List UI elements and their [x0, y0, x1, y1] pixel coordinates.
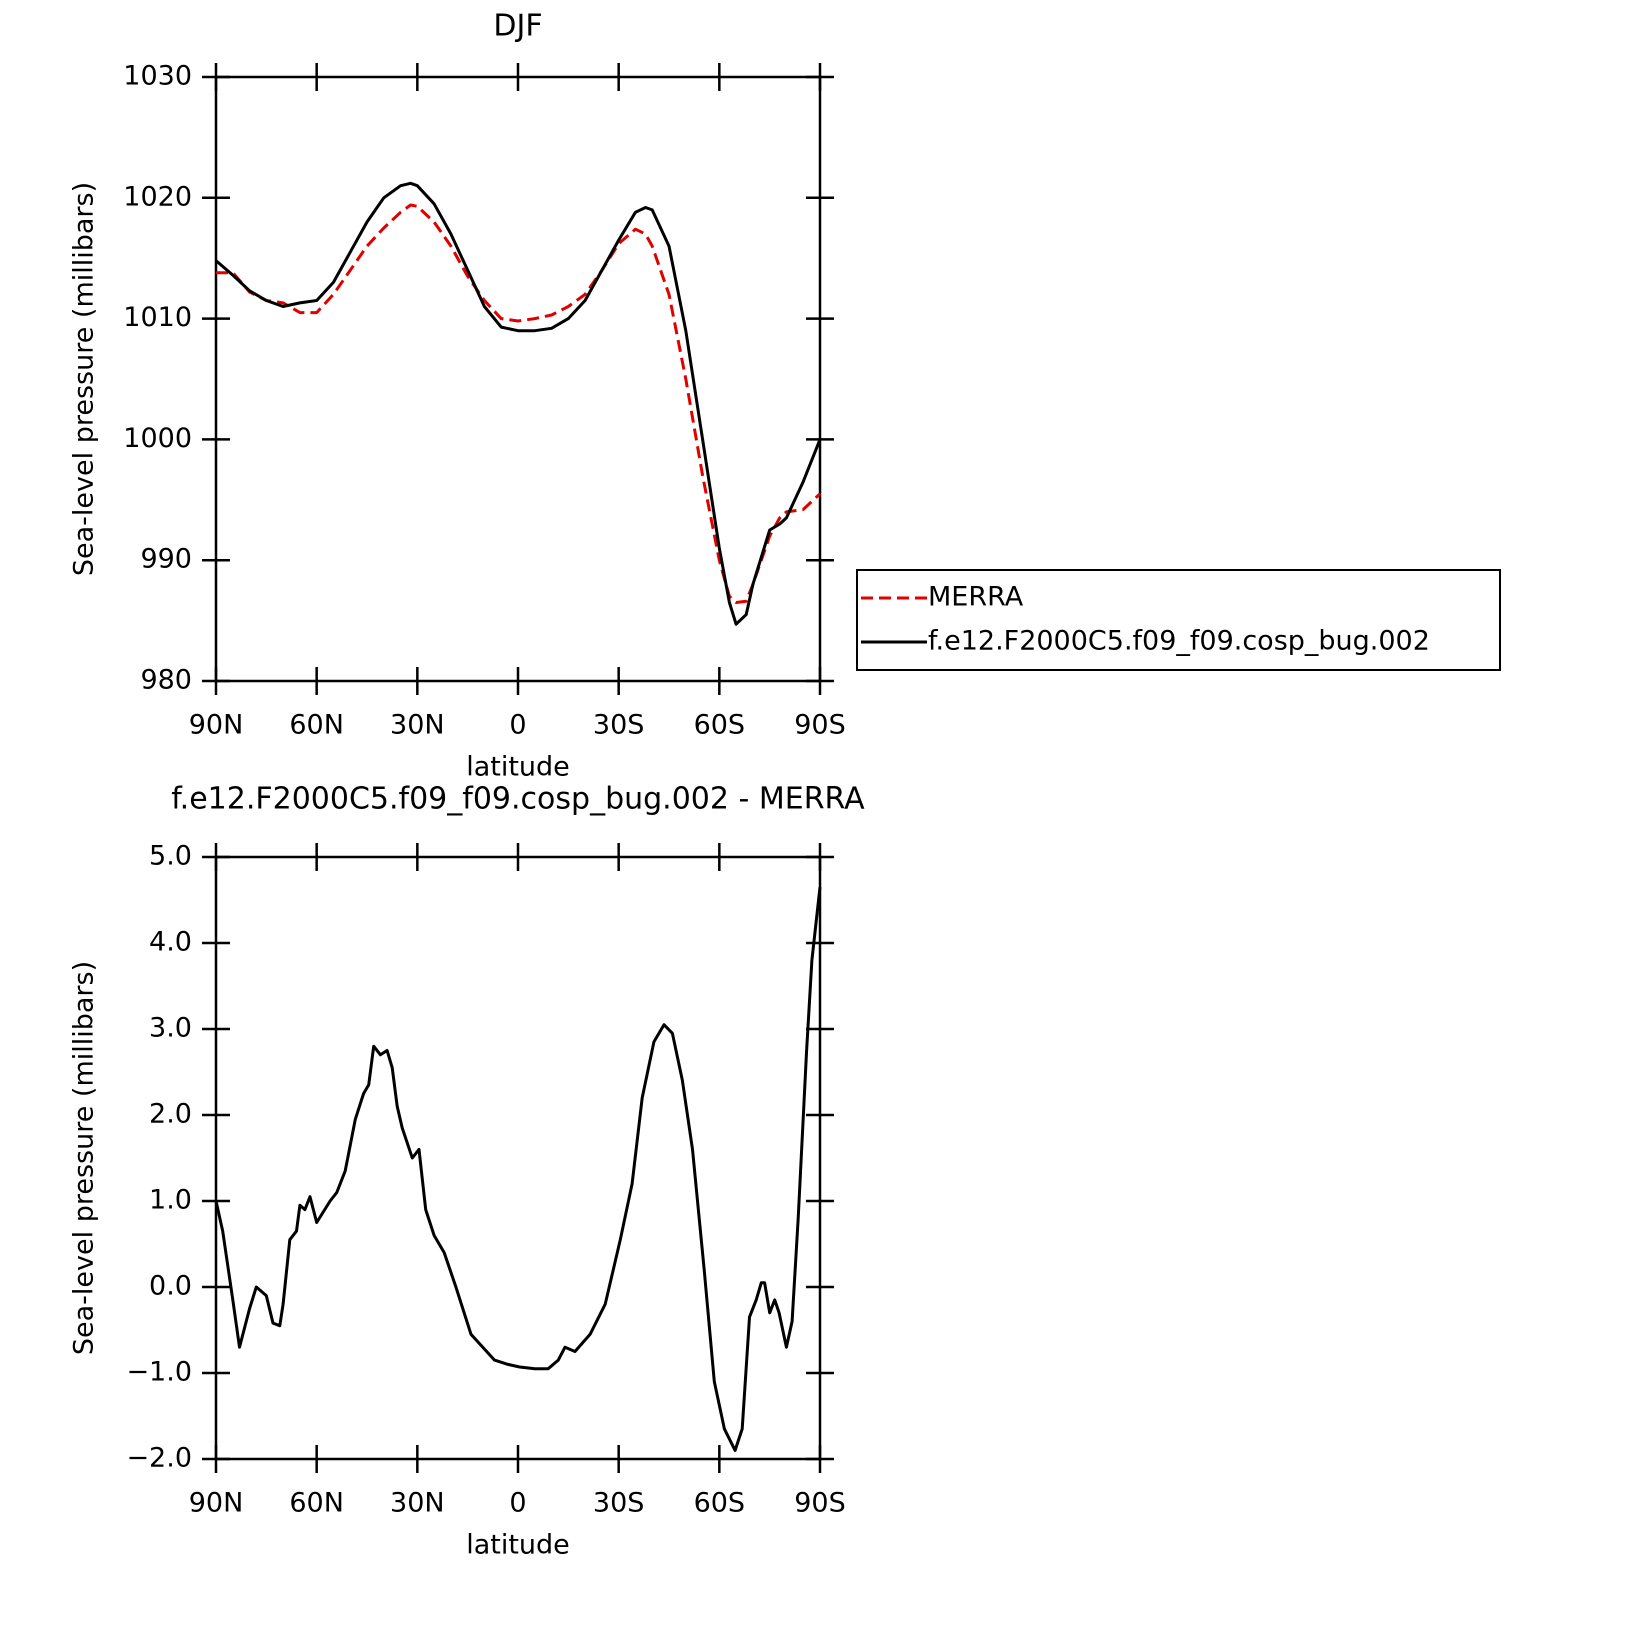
- y-axis-label: Sea-level pressure (millibars): [69, 961, 100, 1355]
- data-line: [214, 886, 822, 1452]
- x-tick-label: 60S: [694, 1488, 746, 1519]
- y-tick-label: −1.0: [126, 1357, 192, 1388]
- data-line: [216, 203, 822, 604]
- data-line: [215, 181, 822, 626]
- y-tick-label: 1020: [123, 181, 192, 212]
- x-tick-label: 30S: [593, 1488, 645, 1519]
- x-tick-label: 0: [509, 1488, 526, 1519]
- y-tick-label: 1.0: [149, 1185, 192, 1216]
- chart-title: f.e12.F2000C5.f09_f09.cosp_bug.002 - MER…: [171, 782, 865, 817]
- x-axis-label: latitude: [466, 1530, 570, 1561]
- y-tick-label: 0.0: [149, 1271, 192, 1302]
- y-tick-label: −2.0: [126, 1443, 192, 1474]
- y-axis-label: Sea-level pressure (millibars): [69, 182, 100, 576]
- x-tick-label: 90S: [794, 1488, 846, 1519]
- x-tick-label: 90N: [189, 710, 244, 741]
- plot-frame: [214, 75, 822, 683]
- x-axis-label: latitude: [466, 752, 570, 783]
- y-tick-label: 980: [140, 665, 192, 696]
- y-tick-label: 2.0: [149, 1099, 192, 1130]
- x-tick-label: 30N: [390, 1488, 445, 1519]
- x-tick-label: 90N: [189, 1488, 244, 1519]
- x-tick-label: 30N: [390, 710, 445, 741]
- y-tick-label: 1010: [123, 302, 192, 333]
- y-tick-label: 4.0: [149, 927, 192, 958]
- y-tick-label: 1000: [123, 423, 192, 454]
- x-tick-label: 60N: [289, 710, 344, 741]
- y-tick-label: 990: [140, 544, 192, 575]
- plot-frame: [214, 855, 822, 1461]
- x-tick-label: 30S: [593, 710, 645, 741]
- legend-box: [856, 569, 1501, 671]
- y-tick-label: 1030: [123, 61, 192, 92]
- chart-title: DJF: [493, 9, 542, 44]
- x-tick-label: 60S: [694, 710, 746, 741]
- x-tick-label: 90S: [794, 710, 846, 741]
- y-tick-label: 3.0: [149, 1013, 192, 1044]
- legend-label: MERRA: [928, 582, 1024, 613]
- x-tick-label: 0: [509, 710, 526, 741]
- y-tick-label: 5.0: [149, 841, 192, 872]
- x-tick-label: 60N: [289, 1488, 344, 1519]
- legend-label: f.e12.F2000C5.f09_f09.cosp_bug.002: [928, 626, 1430, 657]
